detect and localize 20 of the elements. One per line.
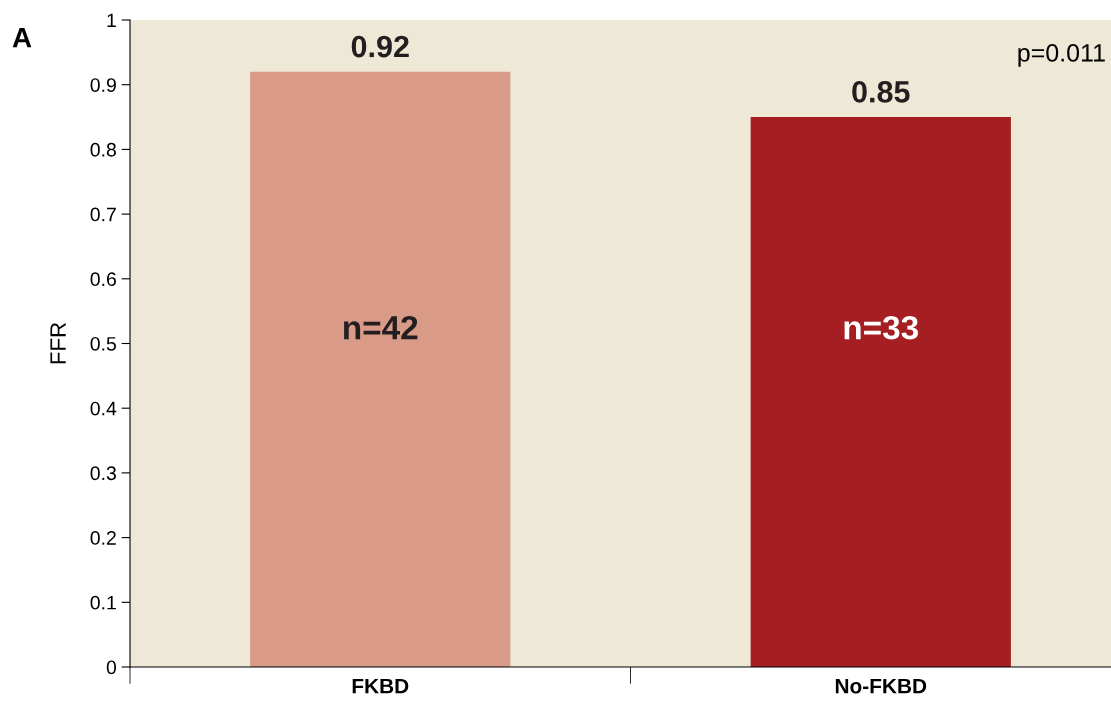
y-tick-label: 0.1 <box>90 595 116 610</box>
annotation: p=0.011 <box>1018 44 1105 67</box>
data-label: 0.85 <box>852 81 910 103</box>
y-tick-label: 0.2 <box>90 531 116 545</box>
y-tick-label: 0.3 <box>90 466 116 481</box>
y-tick-label: 0.4 <box>90 401 117 416</box>
data-label: 0.92 <box>351 35 409 58</box>
y-tick-label: 0.7 <box>90 207 116 222</box>
annotation: n=33 <box>844 315 919 340</box>
y-axis-title: FFR <box>50 322 66 364</box>
x-tick-label: FKBD <box>352 678 409 694</box>
x-tick-label: No-FKBD <box>835 678 927 694</box>
y-tick-label: 0.8 <box>90 142 116 157</box>
y-tick-label: 0.9 <box>90 78 116 92</box>
y-tick-label: 0.5 <box>90 336 116 351</box>
annotation: n=42 <box>344 315 418 340</box>
y-tick-label: 0.6 <box>90 272 116 287</box>
text: A <box>12 28 32 48</box>
y-tick-label: 0 <box>106 660 117 675</box>
y-tick-label: 1 <box>107 13 116 28</box>
